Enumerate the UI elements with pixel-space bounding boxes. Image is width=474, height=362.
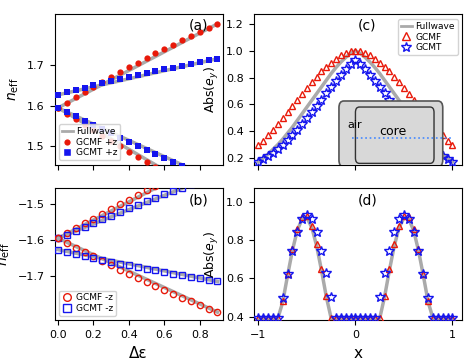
Legend: Fullwave, GCMF, GCMT: Fullwave, GCMF, GCMT [398,19,457,55]
Y-axis label: $n_{\mathrm{eff}}$: $n_{\mathrm{eff}}$ [0,243,12,266]
Text: air: air [348,121,362,130]
Legend: GCMF -z, GCMT -z: GCMF -z, GCMT -z [59,291,116,316]
Text: (c): (c) [358,18,376,33]
Text: core: core [380,125,407,138]
Y-axis label: $n_{\mathrm{eff}}$: $n_{\mathrm{eff}}$ [7,78,21,101]
Y-axis label: Abs($e_y$): Abs($e_y$) [202,231,220,278]
Text: (a): (a) [189,18,209,33]
Legend: Fullwave, GCMF +z, GCMT +z: Fullwave, GCMF +z, GCMT +z [59,124,120,160]
Text: (d): (d) [358,193,378,207]
FancyBboxPatch shape [339,101,443,167]
X-axis label: Δε: Δε [129,346,148,361]
FancyBboxPatch shape [356,107,434,163]
Y-axis label: Abs($e_y$): Abs($e_y$) [202,66,220,113]
Text: (b): (b) [189,193,209,207]
X-axis label: x: x [354,346,362,361]
